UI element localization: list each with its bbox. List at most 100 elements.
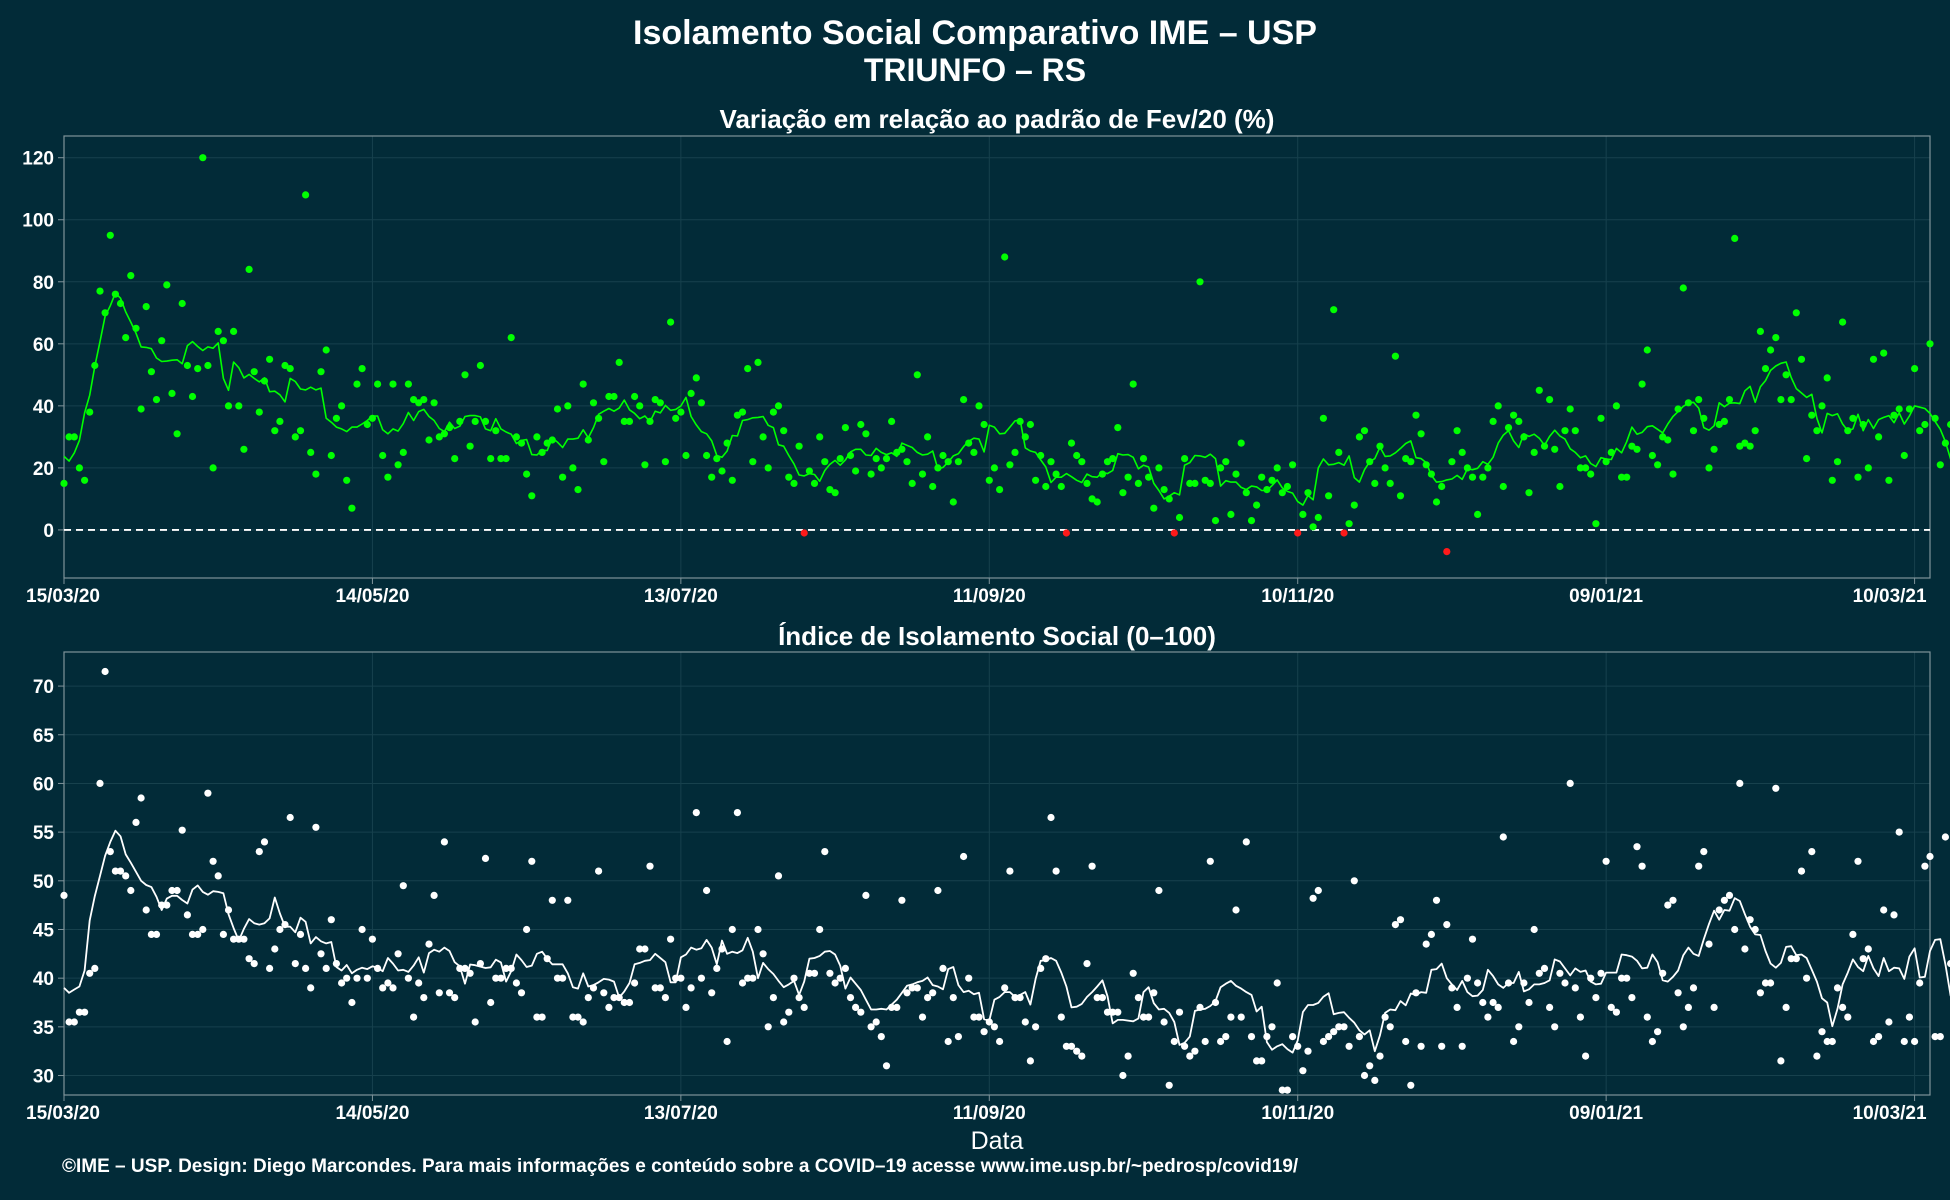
data-point [1592,994,1600,1002]
data-point [122,334,130,342]
data-point [240,935,248,943]
data-point [466,969,474,977]
data-point [296,427,305,435]
data-point [1510,1037,1518,1046]
x-tick-label: 09/01/21 [1569,586,1643,607]
data-point [312,823,320,831]
data-point [1309,523,1317,531]
data-point [1253,501,1261,509]
data-point [1556,969,1564,977]
data-point [158,901,166,909]
data-point [800,529,808,537]
data-point [492,427,500,435]
data-point [1294,1042,1302,1050]
data-point [1247,517,1256,525]
data-point [1911,1037,1919,1046]
data-point [1304,489,1312,497]
data-point [1823,374,1831,382]
data-point [240,445,248,453]
data-point [1525,998,1533,1007]
data-point [75,464,83,472]
data-point [142,906,150,914]
y-tick-label: 20 [33,459,54,480]
data-point [1546,396,1554,404]
data-point [147,930,155,939]
data-point [1679,284,1687,292]
data-point [116,867,125,875]
data-point [785,1008,793,1016]
data-point [1489,417,1497,425]
data-point [1283,482,1291,491]
data-point [1638,380,1646,388]
data-point [821,848,829,856]
data-point [1921,862,1929,870]
data-point [1648,451,1656,460]
x-tick-label: 15/03/20 [26,1103,100,1124]
data-point [394,950,402,958]
data-point [1705,464,1713,472]
data-point [1432,896,1441,904]
data-point [1242,489,1250,497]
data-point [399,882,407,890]
data-point [1772,334,1780,342]
data-point [230,327,238,335]
data-point [893,1003,901,1012]
data-point [1571,427,1579,435]
data-point [667,318,675,326]
data-point [1371,479,1379,487]
data-point [1921,420,1929,429]
data-point [1345,1042,1353,1050]
data-point [1443,921,1451,929]
data-point [1314,513,1322,522]
data-point [1654,461,1662,469]
data-point [810,969,819,977]
data-point [584,994,592,1002]
data-point [1689,427,1698,435]
data-point [589,984,598,992]
data-point [1875,433,1883,441]
data-point [790,974,798,982]
data-point [1355,433,1363,441]
data-point [1926,852,1934,861]
data-point [605,392,613,401]
data-point [1803,455,1811,463]
data-point [1335,448,1343,456]
data-point [343,974,351,982]
data-point [1067,439,1076,447]
data-point [1797,355,1806,363]
data-point [780,1018,788,1026]
data-point [1458,1042,1466,1050]
data-point [872,455,880,463]
data-point [805,467,814,475]
data-point [1695,862,1703,870]
data-point [255,408,263,416]
data-point [1546,1003,1554,1012]
data-point [1016,994,1024,1002]
data-point [1648,1037,1656,1046]
data-point [1453,1003,1461,1012]
data-point [1715,906,1723,914]
x-axis-label: Data [971,1127,1024,1155]
data-point [1350,501,1358,509]
data-point [1839,318,1847,326]
data-point [435,989,443,997]
data-point [1325,1033,1333,1041]
data-point [420,994,428,1002]
data-point [1540,442,1549,450]
x-tick-label: 15/03/20 [26,586,100,607]
data-point [980,420,988,429]
data-point [1715,420,1723,429]
data-point [553,405,562,413]
data-point [281,921,289,929]
data-point [291,433,299,441]
data-point [610,392,618,401]
data-point [924,994,932,1002]
data-point [877,464,885,472]
data-point [1263,1033,1271,1041]
data-point [1283,1086,1291,1094]
data-point [353,380,361,388]
data-point [1078,458,1086,466]
data-point [327,916,335,924]
variation-panel: Variação em relação ao padrão de Fev/20 … [22,104,1950,607]
data-point [1664,901,1672,909]
